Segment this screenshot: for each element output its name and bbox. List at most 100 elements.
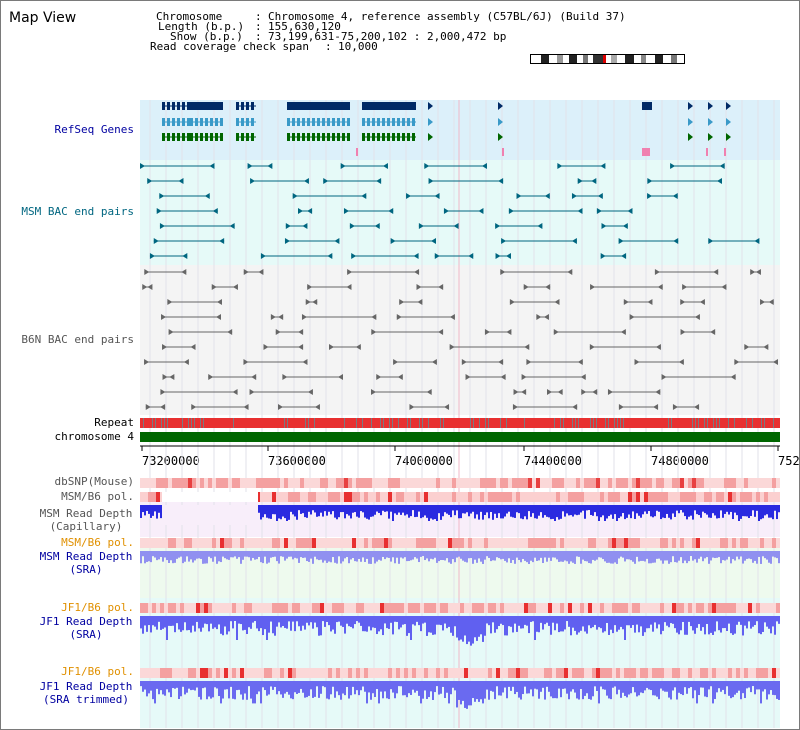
depth-bar [716, 616, 718, 622]
depth-bar [654, 681, 656, 696]
depth-bar [190, 616, 192, 633]
heat-cell [440, 538, 444, 548]
msm-bac-track[interactable] [140, 160, 780, 265]
b6n-bac-track[interactable] [140, 265, 780, 415]
depth-bar [562, 551, 564, 562]
depth-bar [720, 616, 722, 633]
depth-bar [442, 616, 444, 631]
depth-bar [222, 681, 224, 699]
msm-depth-sra-label: MSM Read Depth [39, 550, 133, 563]
depth-bar [418, 551, 420, 563]
depth-bar [372, 681, 374, 694]
heat-cell [748, 492, 752, 502]
bac-end [434, 193, 440, 199]
depth-bar [400, 551, 402, 558]
heat-cell [732, 538, 736, 548]
depth-bar [306, 616, 308, 623]
heat-cell [468, 668, 472, 678]
depth-bar [214, 551, 216, 557]
gene-exon [337, 118, 340, 126]
heat-cell [304, 492, 308, 502]
repeat-gap [524, 418, 525, 428]
depth-bar [616, 681, 618, 695]
heat-cell [388, 538, 392, 548]
depth-bar [698, 551, 700, 559]
depth-bar [746, 681, 748, 689]
depth-bar [294, 616, 296, 632]
heat-cell [492, 492, 496, 502]
bac-end [190, 344, 196, 350]
depth-bar [532, 551, 534, 563]
heat-cell [372, 603, 376, 613]
depth-bar [536, 616, 538, 632]
depth-bar [692, 681, 694, 699]
heat-cell [688, 538, 692, 548]
depth-bar [494, 616, 496, 633]
bac-end [481, 163, 487, 169]
repeat-gap [182, 418, 183, 428]
depth-bar [178, 551, 180, 558]
depth-bar [674, 616, 676, 629]
bac-end [232, 284, 238, 290]
heat-cell [168, 668, 172, 678]
depth-bar [526, 505, 528, 520]
heat-cell [428, 668, 432, 678]
gene-exon [387, 133, 390, 141]
heat-cell [408, 603, 412, 613]
depth-bar [650, 505, 652, 517]
heat-cell [284, 478, 288, 488]
depth-bar [426, 681, 428, 699]
bac-end [673, 238, 679, 244]
depth-bar [310, 681, 312, 690]
chromosome-ideogram[interactable] [530, 54, 685, 64]
heat-cell [620, 668, 624, 678]
heat-cell [740, 603, 744, 613]
heat-cell [548, 603, 552, 613]
depth-bar [522, 616, 524, 629]
heat-cell [340, 668, 344, 678]
depth-bar [748, 505, 750, 519]
depth-bar [376, 681, 378, 690]
depth-bar [146, 616, 148, 632]
depth-bar [512, 505, 514, 518]
depth-bar [672, 681, 674, 691]
depth-bar [404, 551, 406, 558]
depth-bar [536, 551, 538, 561]
heat-cell [580, 478, 584, 488]
heat-cell [576, 668, 580, 678]
depth-bar [588, 505, 590, 511]
depth-bar [326, 616, 328, 622]
depth-bar [524, 616, 526, 625]
depth-bar [714, 681, 716, 700]
depth-bar [482, 505, 484, 520]
heat-cell [152, 603, 156, 613]
depth-bar [528, 505, 530, 512]
depth-bar [280, 551, 282, 557]
depth-bar [622, 505, 624, 514]
heat-cell [652, 603, 656, 613]
depth-bar [376, 505, 378, 512]
depth-bar [734, 681, 736, 695]
repeat-gap [560, 418, 561, 428]
depth-bar [580, 681, 582, 690]
depth-bar [152, 681, 154, 700]
depth-bar [554, 551, 556, 558]
depth-bar [488, 616, 490, 626]
depth-bar [204, 551, 206, 564]
depth-bar [434, 681, 436, 693]
depth-bar [148, 616, 150, 626]
depth-bar [458, 681, 460, 700]
depth-bar [272, 551, 274, 558]
depth-bar [704, 681, 706, 697]
depth-bar [252, 616, 254, 623]
bac-end [754, 238, 760, 244]
depth-bar [414, 616, 416, 626]
depth-bar [700, 505, 702, 518]
heat-cell [420, 538, 424, 548]
depth-bar [752, 551, 754, 563]
depth-bar [520, 681, 522, 700]
depth-bar [220, 681, 222, 704]
gene-exon [246, 133, 249, 141]
heat-cell [200, 603, 204, 613]
